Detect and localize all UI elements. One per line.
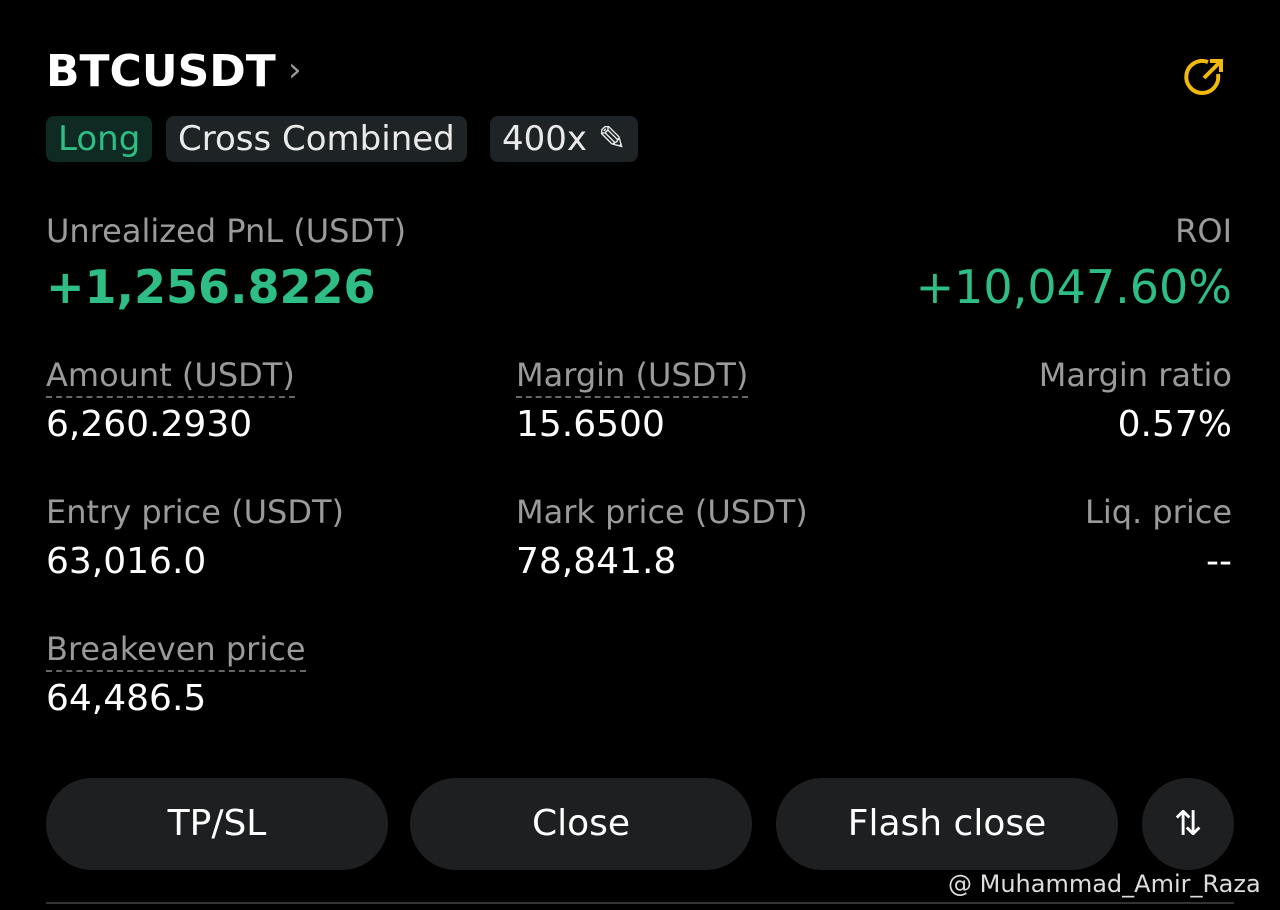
share-icon[interactable] [1182,52,1230,100]
pnl-label: Unrealized PnL (USDT) [46,212,407,250]
margin-mode-tag: Cross Combined [166,116,467,162]
field-value: 0.57% [1118,404,1232,445]
field-label: Margin ratio [1039,356,1232,394]
field-label-text: Liq. price [1084,493,1232,531]
chevron[interactable]: › [288,50,302,90]
field-value-text: 64,486.5 [46,678,207,719]
field-label: Mark price (USDT) [516,493,808,531]
leverage-tag[interactable]: 400x ✎ [490,116,639,162]
watermark: @ Muhammad_Amir_Raza [948,870,1261,898]
field-value-text: -- [1206,541,1232,582]
field-label-text: Amount (USDT) [46,356,295,398]
field-label: Liq. price [1085,493,1232,531]
field-label-text: Margin ratio [1038,356,1232,394]
field-label-text: Mark price (USDT) [516,493,808,531]
field-value-text: 6,260.2930 [46,404,253,445]
field-value: -- [1206,541,1232,582]
field-value-text: 15.6500 [516,404,665,445]
field-label-text: Entry price (USDT) [46,493,345,531]
field-label: Margin (USDT) [516,356,749,398]
close-button[interactable]: Close [410,778,752,870]
flash-close-button[interactable]: Flash close [776,778,1118,870]
field-value: 15.6500 [516,404,665,445]
field-label: Amount (USDT) [46,356,295,398]
roi-label: ROI [1175,212,1232,250]
field-value-text: 78,841.8 [516,541,677,582]
roi-value: +10,047.60% [915,260,1232,314]
leverage: 400x [502,119,588,159]
field-value: 78,841.8 [516,541,676,582]
field-value-text: 63,016.0 [46,541,207,582]
field-value-text: 0.57% [1117,404,1232,445]
field-label-text: Breakeven price [46,630,306,672]
tpsl-button[interactable]: TP/SL [46,778,388,870]
field-label: Entry price (USDT) [46,493,344,531]
side-tag: Long [46,116,153,162]
field-value: 64,486.5 [46,678,206,719]
pnl-value: +1,256.8226 [46,260,376,314]
field-label: Breakeven price [46,630,306,672]
field-value: 63,016.0 [46,541,206,582]
divider [46,902,1234,904]
field-label-text: Margin (USDT) [516,356,749,398]
field-value: 6,260.2930 [46,404,252,445]
reverse-button[interactable]: ⇅ [1142,778,1234,870]
symbol[interactable]: BTCUSDT [46,46,276,97]
